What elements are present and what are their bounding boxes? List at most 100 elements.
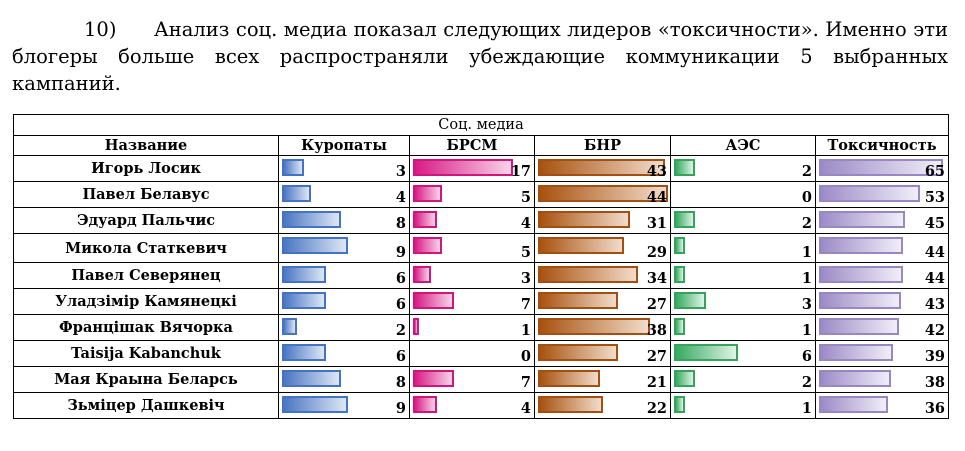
table-row: Уладзімір Камянецкі 6 7 27 3 43 xyxy=(13,288,950,315)
cell-kuropaty: 4 xyxy=(278,181,410,208)
row-name: Зьміцер Дашкевіч xyxy=(13,392,279,419)
data-bar-bnr xyxy=(538,211,630,228)
cell-brsm: 17 xyxy=(409,155,535,182)
column-header-brsm: БРСМ xyxy=(409,135,535,156)
data-bar-bnr xyxy=(538,292,618,309)
cell-brsm: 0 xyxy=(409,340,535,367)
cell-value-kuropaty: 2 xyxy=(395,322,406,339)
data-bar-kuropaty xyxy=(282,370,341,387)
table-body: Игорь Лосик 3 17 43 2 65 Павел Белавус 4 5 44 0 53 Э… xyxy=(13,155,950,419)
table-row: Францішак Вячорка 2 1 38 1 42 xyxy=(13,314,950,341)
cell-value-aes: 1 xyxy=(801,322,812,339)
cell-bnr: 21 xyxy=(534,366,671,393)
cell-bnr: 38 xyxy=(534,314,671,341)
cell-value-brsm: 5 xyxy=(520,189,531,206)
cell-value-brsm: 7 xyxy=(520,296,531,313)
cell-bnr: 22 xyxy=(534,392,671,419)
cell-bnr: 27 xyxy=(534,288,671,315)
cell-bnr: 31 xyxy=(534,207,671,234)
cell-value-bnr: 38 xyxy=(646,322,667,339)
data-bar-toxicity xyxy=(819,396,888,413)
data-bar-brsm xyxy=(413,318,419,335)
cell-toxicity: 43 xyxy=(814,288,950,315)
data-bar-bnr xyxy=(538,318,650,335)
data-bar-aes xyxy=(674,237,685,254)
data-bar-toxicity xyxy=(819,370,891,387)
data-bar-bnr xyxy=(538,370,600,387)
cell-kuropaty: 3 xyxy=(278,155,410,182)
cell-kuropaty: 9 xyxy=(278,392,410,419)
data-bar-bnr xyxy=(538,237,624,254)
table-row: Микола Статкевич 9 5 29 1 44 xyxy=(13,233,950,263)
cell-toxicity: 65 xyxy=(814,155,950,182)
cell-aes: 1 xyxy=(670,233,816,263)
table-row: Павел Белавус 4 5 44 0 53 xyxy=(13,181,950,208)
cell-brsm: 5 xyxy=(409,233,535,263)
table-row: Эдуард Пальчис 8 4 31 2 45 xyxy=(13,207,950,234)
cell-value-bnr: 27 xyxy=(646,348,667,365)
data-bar-aes xyxy=(674,318,685,335)
cell-kuropaty: 2 xyxy=(278,314,410,341)
row-name: Микола Статкевич xyxy=(13,233,279,263)
cell-toxicity: 39 xyxy=(814,340,950,367)
data-bar-toxicity xyxy=(819,237,903,254)
data-bar-aes xyxy=(674,344,738,361)
data-bar-kuropaty xyxy=(282,159,304,176)
cell-value-bnr: 22 xyxy=(646,400,667,417)
data-bar-kuropaty xyxy=(282,318,297,335)
cell-kuropaty: 6 xyxy=(278,288,410,315)
row-name: Эдуард Пальчис xyxy=(13,207,279,234)
cell-value-kuropaty: 6 xyxy=(395,348,406,365)
cell-value-aes: 3 xyxy=(801,296,812,313)
data-bar-aes xyxy=(674,370,695,387)
cell-value-bnr: 21 xyxy=(646,374,667,391)
cell-aes: 2 xyxy=(670,366,816,393)
cell-value-aes: 1 xyxy=(801,244,812,261)
cell-value-aes: 2 xyxy=(801,215,812,232)
cell-toxicity: 36 xyxy=(814,392,950,419)
data-bar-toxicity xyxy=(819,185,920,202)
data-bar-kuropaty xyxy=(282,396,348,413)
data-bar-brsm xyxy=(413,159,513,176)
cell-value-aes: 1 xyxy=(801,270,812,287)
cell-aes: 2 xyxy=(670,155,816,182)
group-header: Соц. медиа xyxy=(12,114,950,136)
data-bar-kuropaty xyxy=(282,211,341,228)
cell-kuropaty: 6 xyxy=(278,262,410,289)
cell-brsm: 7 xyxy=(409,366,535,393)
cell-bnr: 27 xyxy=(534,340,671,367)
table-row: Игорь Лосик 3 17 43 2 65 xyxy=(13,155,950,182)
table-row: Павел Северянец 6 3 34 1 44 xyxy=(13,262,950,289)
cell-brsm: 1 xyxy=(409,314,535,341)
cell-toxicity: 45 xyxy=(814,207,950,234)
cell-toxicity: 53 xyxy=(814,181,950,208)
data-bar-brsm xyxy=(413,211,437,228)
paragraph-line-2: блогеры больше всех распространяли убежд… xyxy=(12,45,948,68)
data-bar-kuropaty xyxy=(282,292,326,309)
data-bar-kuropaty xyxy=(282,185,311,202)
cell-brsm: 4 xyxy=(409,392,535,419)
cell-toxicity: 38 xyxy=(814,366,950,393)
data-bar-toxicity xyxy=(819,211,905,228)
row-name: Игорь Лосик xyxy=(13,155,279,182)
cell-aes: 6 xyxy=(670,340,816,367)
cell-value-bnr: 43 xyxy=(646,163,667,180)
column-header-bnr: БНР xyxy=(534,135,671,156)
cell-value-bnr: 31 xyxy=(646,215,667,232)
data-bar-toxicity xyxy=(819,344,893,361)
cell-value-toxicity: 43 xyxy=(924,296,946,313)
cell-value-kuropaty: 9 xyxy=(395,244,406,261)
cell-value-bnr: 34 xyxy=(646,270,667,287)
cell-value-aes: 0 xyxy=(801,189,812,206)
cell-value-kuropaty: 6 xyxy=(395,270,406,287)
cell-value-bnr: 44 xyxy=(646,189,667,206)
cell-value-toxicity: 65 xyxy=(924,163,946,180)
cell-value-aes: 2 xyxy=(801,374,812,391)
cell-kuropaty: 9 xyxy=(278,233,410,263)
cell-brsm: 5 xyxy=(409,181,535,208)
cell-value-bnr: 27 xyxy=(646,296,667,313)
cell-value-toxicity: 45 xyxy=(924,215,946,232)
cell-aes: 1 xyxy=(670,262,816,289)
column-header-aes: АЭС xyxy=(670,135,816,156)
cell-bnr: 43 xyxy=(534,155,671,182)
